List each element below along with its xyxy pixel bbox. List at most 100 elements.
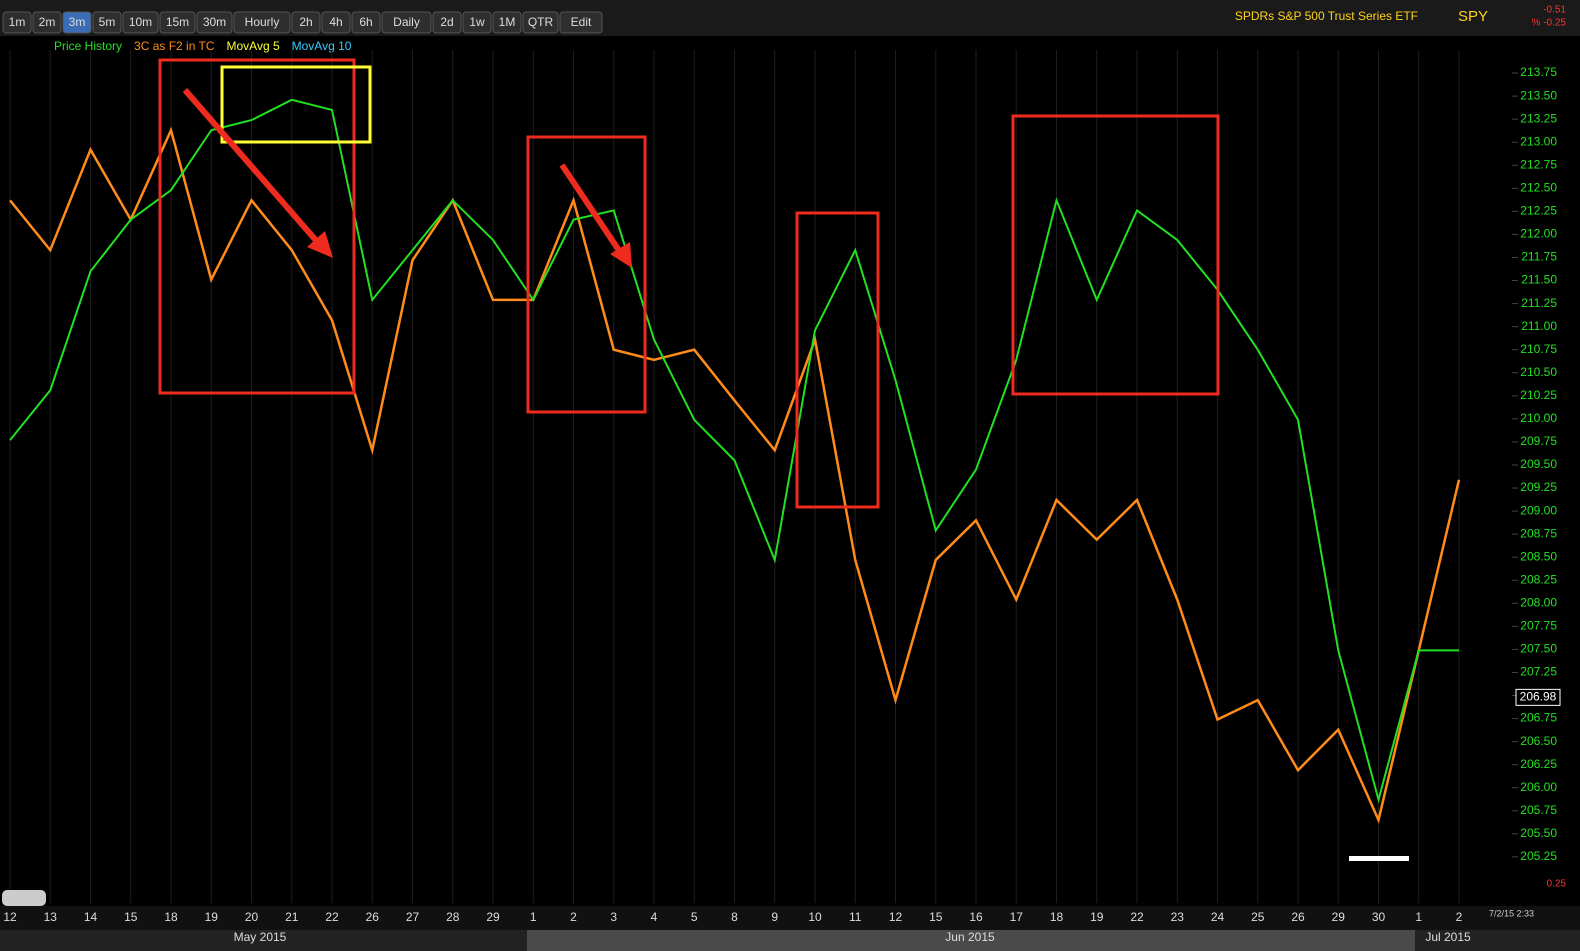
toolbar-button[interactable] <box>381 11 432 34</box>
x-tick-label: 22 <box>325 910 339 924</box>
y-tick-label: 209.25 <box>1520 480 1557 494</box>
x-axis: 12 13 14 15 18 19 20 21 22 26 27 28 29 1 2 3 4 5 8 9 10 11 12 1… <box>3 910 1471 944</box>
toolbar-button-label[interactable]: 5m <box>99 15 116 29</box>
toolbar-button-label[interactable]: Daily <box>393 15 420 29</box>
toolbar-button-label[interactable]: 1w <box>469 15 485 29</box>
toolbar-button[interactable] <box>559 11 603 34</box>
toolbar-button[interactable] <box>62 11 92 34</box>
toolbar-button[interactable] <box>291 11 321 34</box>
box <box>795 211 880 509</box>
month-label: Jun 2015 <box>945 930 995 944</box>
x-tick-label: 25 <box>1251 910 1265 924</box>
x-tick-label: 15 <box>929 910 943 924</box>
month-label: May 2015 <box>234 930 287 944</box>
toolbar-button[interactable] <box>432 11 462 34</box>
toolbar-button[interactable] <box>462 11 492 34</box>
timestamp: 7/2/15 2:33 <box>1489 908 1534 918</box>
y-tick-label: 206.50 <box>1520 734 1557 748</box>
y-tick-label: 206.75 <box>1520 711 1557 725</box>
legend-entry: MovAvg 10 <box>292 39 352 53</box>
box <box>1011 114 1220 396</box>
y-tick-label: 212.50 <box>1520 180 1557 194</box>
y-tick-label: 208.75 <box>1520 526 1557 540</box>
y-tick-label: 207.75 <box>1520 619 1557 633</box>
x-tick-label: 27 <box>406 910 420 924</box>
y-tick-label: 211.00 <box>1521 319 1557 333</box>
y-axis: 205.25 205.50 205.75 206.00 206.25 206.50 206.… <box>1512 65 1561 863</box>
toolbar-button-label[interactable]: 6h <box>359 15 372 29</box>
toolbar-button-label[interactable]: Edit <box>571 15 592 29</box>
toolbar-button-label[interactable]: 2m <box>39 15 56 29</box>
toolbar-button-label[interactable]: 30m <box>203 15 226 29</box>
toolbar-button-label[interactable]: Hourly <box>245 15 280 29</box>
y-tick-label: 209.00 <box>1520 503 1557 517</box>
toolbar-button[interactable] <box>321 11 351 34</box>
x-tick-label: 12 <box>889 910 903 924</box>
symbol: SPY <box>1458 8 1488 25</box>
y-tick-label: 207.25 <box>1520 665 1557 679</box>
x-tick-label: 19 <box>205 910 219 924</box>
x-tick-label: 14 <box>84 910 98 924</box>
x-tick-label: 10 <box>808 910 822 924</box>
arrow <box>182 88 323 247</box>
y-tick-label: 209.50 <box>1520 457 1557 471</box>
toolbar-button-label[interactable]: 2d <box>440 15 453 29</box>
toolbar-button[interactable] <box>351 11 381 34</box>
y-tick-label: 210.25 <box>1520 388 1557 402</box>
arrowhead <box>307 231 333 258</box>
annotations <box>158 58 1409 861</box>
toolbar-button-label[interactable]: 15m <box>166 15 189 29</box>
toolbar-button-label[interactable]: 4h <box>329 15 342 29</box>
scroll-handle[interactable] <box>2 890 46 906</box>
toolbar-button-label[interactable]: 1M <box>499 15 516 29</box>
box <box>526 135 647 414</box>
toolbar-button[interactable] <box>492 11 522 34</box>
legend-entry: Price History <box>54 39 122 53</box>
x-tick-label: 1 <box>530 910 537 924</box>
arrow <box>559 163 625 257</box>
x-tick-label: 5 <box>691 910 698 924</box>
x-tick-label: 8 <box>731 910 738 924</box>
toolbar-button-label[interactable]: QTR <box>528 15 554 29</box>
y-tick-label: 211.50 <box>1521 273 1557 287</box>
y-tick-label: 206.00 <box>1520 780 1557 794</box>
x-tick-label: 18 <box>164 910 178 924</box>
x-tick-label: 16 <box>969 910 983 924</box>
x-tick-label: 9 <box>771 910 778 924</box>
toolbar-button-label[interactable]: 1m <box>9 15 26 29</box>
y-tick-label: 207.50 <box>1520 642 1557 656</box>
toolbar-button[interactable] <box>2 11 32 34</box>
month-band-highlight <box>527 930 1415 951</box>
x-tick-label: 26 <box>1291 910 1305 924</box>
x-tick-label: 18 <box>1050 910 1064 924</box>
toolbar-button[interactable] <box>32 11 62 34</box>
toolbar-button-label[interactable]: 2h <box>299 15 312 29</box>
y-tick-label: 205.25 <box>1520 849 1557 863</box>
toolbar-button-label[interactable]: 10m <box>129 15 152 29</box>
toolbar-button[interactable] <box>233 11 291 34</box>
box <box>158 58 356 395</box>
y-tick-label: 208.25 <box>1520 572 1557 586</box>
toolbar-button[interactable] <box>159 11 196 34</box>
toolbar-button[interactable] <box>92 11 122 34</box>
y-tick-label: 213.50 <box>1520 88 1557 102</box>
last-price-box <box>1515 688 1561 706</box>
x-tick-label: 23 <box>1171 910 1185 924</box>
x-tick-label: 3 <box>610 910 617 924</box>
y-tick-label: 206.25 <box>1520 757 1557 771</box>
toolbar-button-label[interactable]: 3m <box>69 15 86 29</box>
x-tick-label: 29 <box>1332 910 1346 924</box>
y-tick-label: 205.50 <box>1520 826 1557 840</box>
x-tick-label: 26 <box>366 910 380 924</box>
x-tick-label: 13 <box>44 910 58 924</box>
x-tick-label: 30 <box>1372 910 1386 924</box>
toolbar-button[interactable] <box>522 11 559 34</box>
x-tick-label: 4 <box>651 910 658 924</box>
toolbar-button[interactable] <box>122 11 159 34</box>
x-tick-label: 22 <box>1130 910 1144 924</box>
y-tick-label: 210.50 <box>1520 365 1557 379</box>
y-tick-label: 213.00 <box>1520 134 1557 148</box>
toolbar-button[interactable] <box>196 11 233 34</box>
x-tick-label: 21 <box>285 910 299 924</box>
